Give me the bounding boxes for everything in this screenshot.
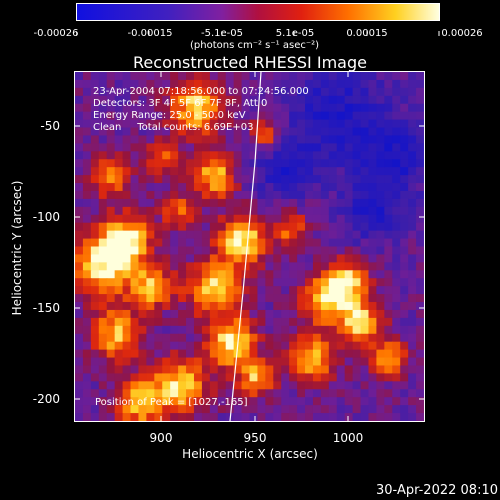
y-tick-label: -150	[32, 301, 60, 315]
y-tick-label: -100	[32, 210, 60, 224]
colorbar-tick-label: -5.1e-05	[201, 28, 243, 39]
x-axis-label: Heliocentric X (arcsec)	[182, 447, 318, 461]
colorbar-tick-label: 5.1e-05	[275, 28, 315, 39]
y-tick-label: -200	[32, 392, 60, 406]
solar-limb-line	[229, 72, 262, 421]
y-tick-label: -50	[40, 119, 60, 133]
colorbar	[76, 3, 440, 21]
colorbar-units: (photons cm⁻² s⁻¹ asec⁻²)	[190, 40, 320, 51]
info-detectors: Detectors: 3F 4F 5F 6F 7F 8F, Att 0	[93, 98, 268, 109]
colorbar-tick-label: -0.00026	[33, 28, 79, 39]
y-axis-label: Heliocentric Y (arcsec)	[10, 180, 24, 316]
colorbar-gradient	[77, 4, 439, 20]
colorbar-tick-label: -0.00015	[127, 28, 173, 39]
colorbar-tick-label: 0.00015	[346, 28, 388, 39]
axis-ticks	[74, 71, 425, 422]
image-plot-area	[74, 71, 425, 422]
info-method-counts: Clean Total counts: 6.69E+03	[93, 122, 254, 133]
colorbar-tick-label: 0.00026	[441, 28, 483, 39]
info-energy-range: Energy Range: 25.0 - 50.0 keV	[93, 110, 246, 121]
x-tick-label: 900	[149, 431, 173, 445]
peak-position: Position of Peak = [1027,-165]	[95, 397, 248, 408]
x-tick-label: 950	[243, 431, 267, 445]
timestamp: 30-Apr-2022 08:10	[376, 483, 498, 498]
plot-title: Reconstructed RHESSI Image	[133, 53, 367, 72]
rhessi-image-map	[75, 72, 424, 421]
x-tick-label: 1000	[332, 431, 364, 445]
info-time-range: 23-Apr-2004 07:18:56.000 to 07:24:56.000	[93, 86, 309, 97]
colorbar-ticks	[75, 21, 440, 36]
